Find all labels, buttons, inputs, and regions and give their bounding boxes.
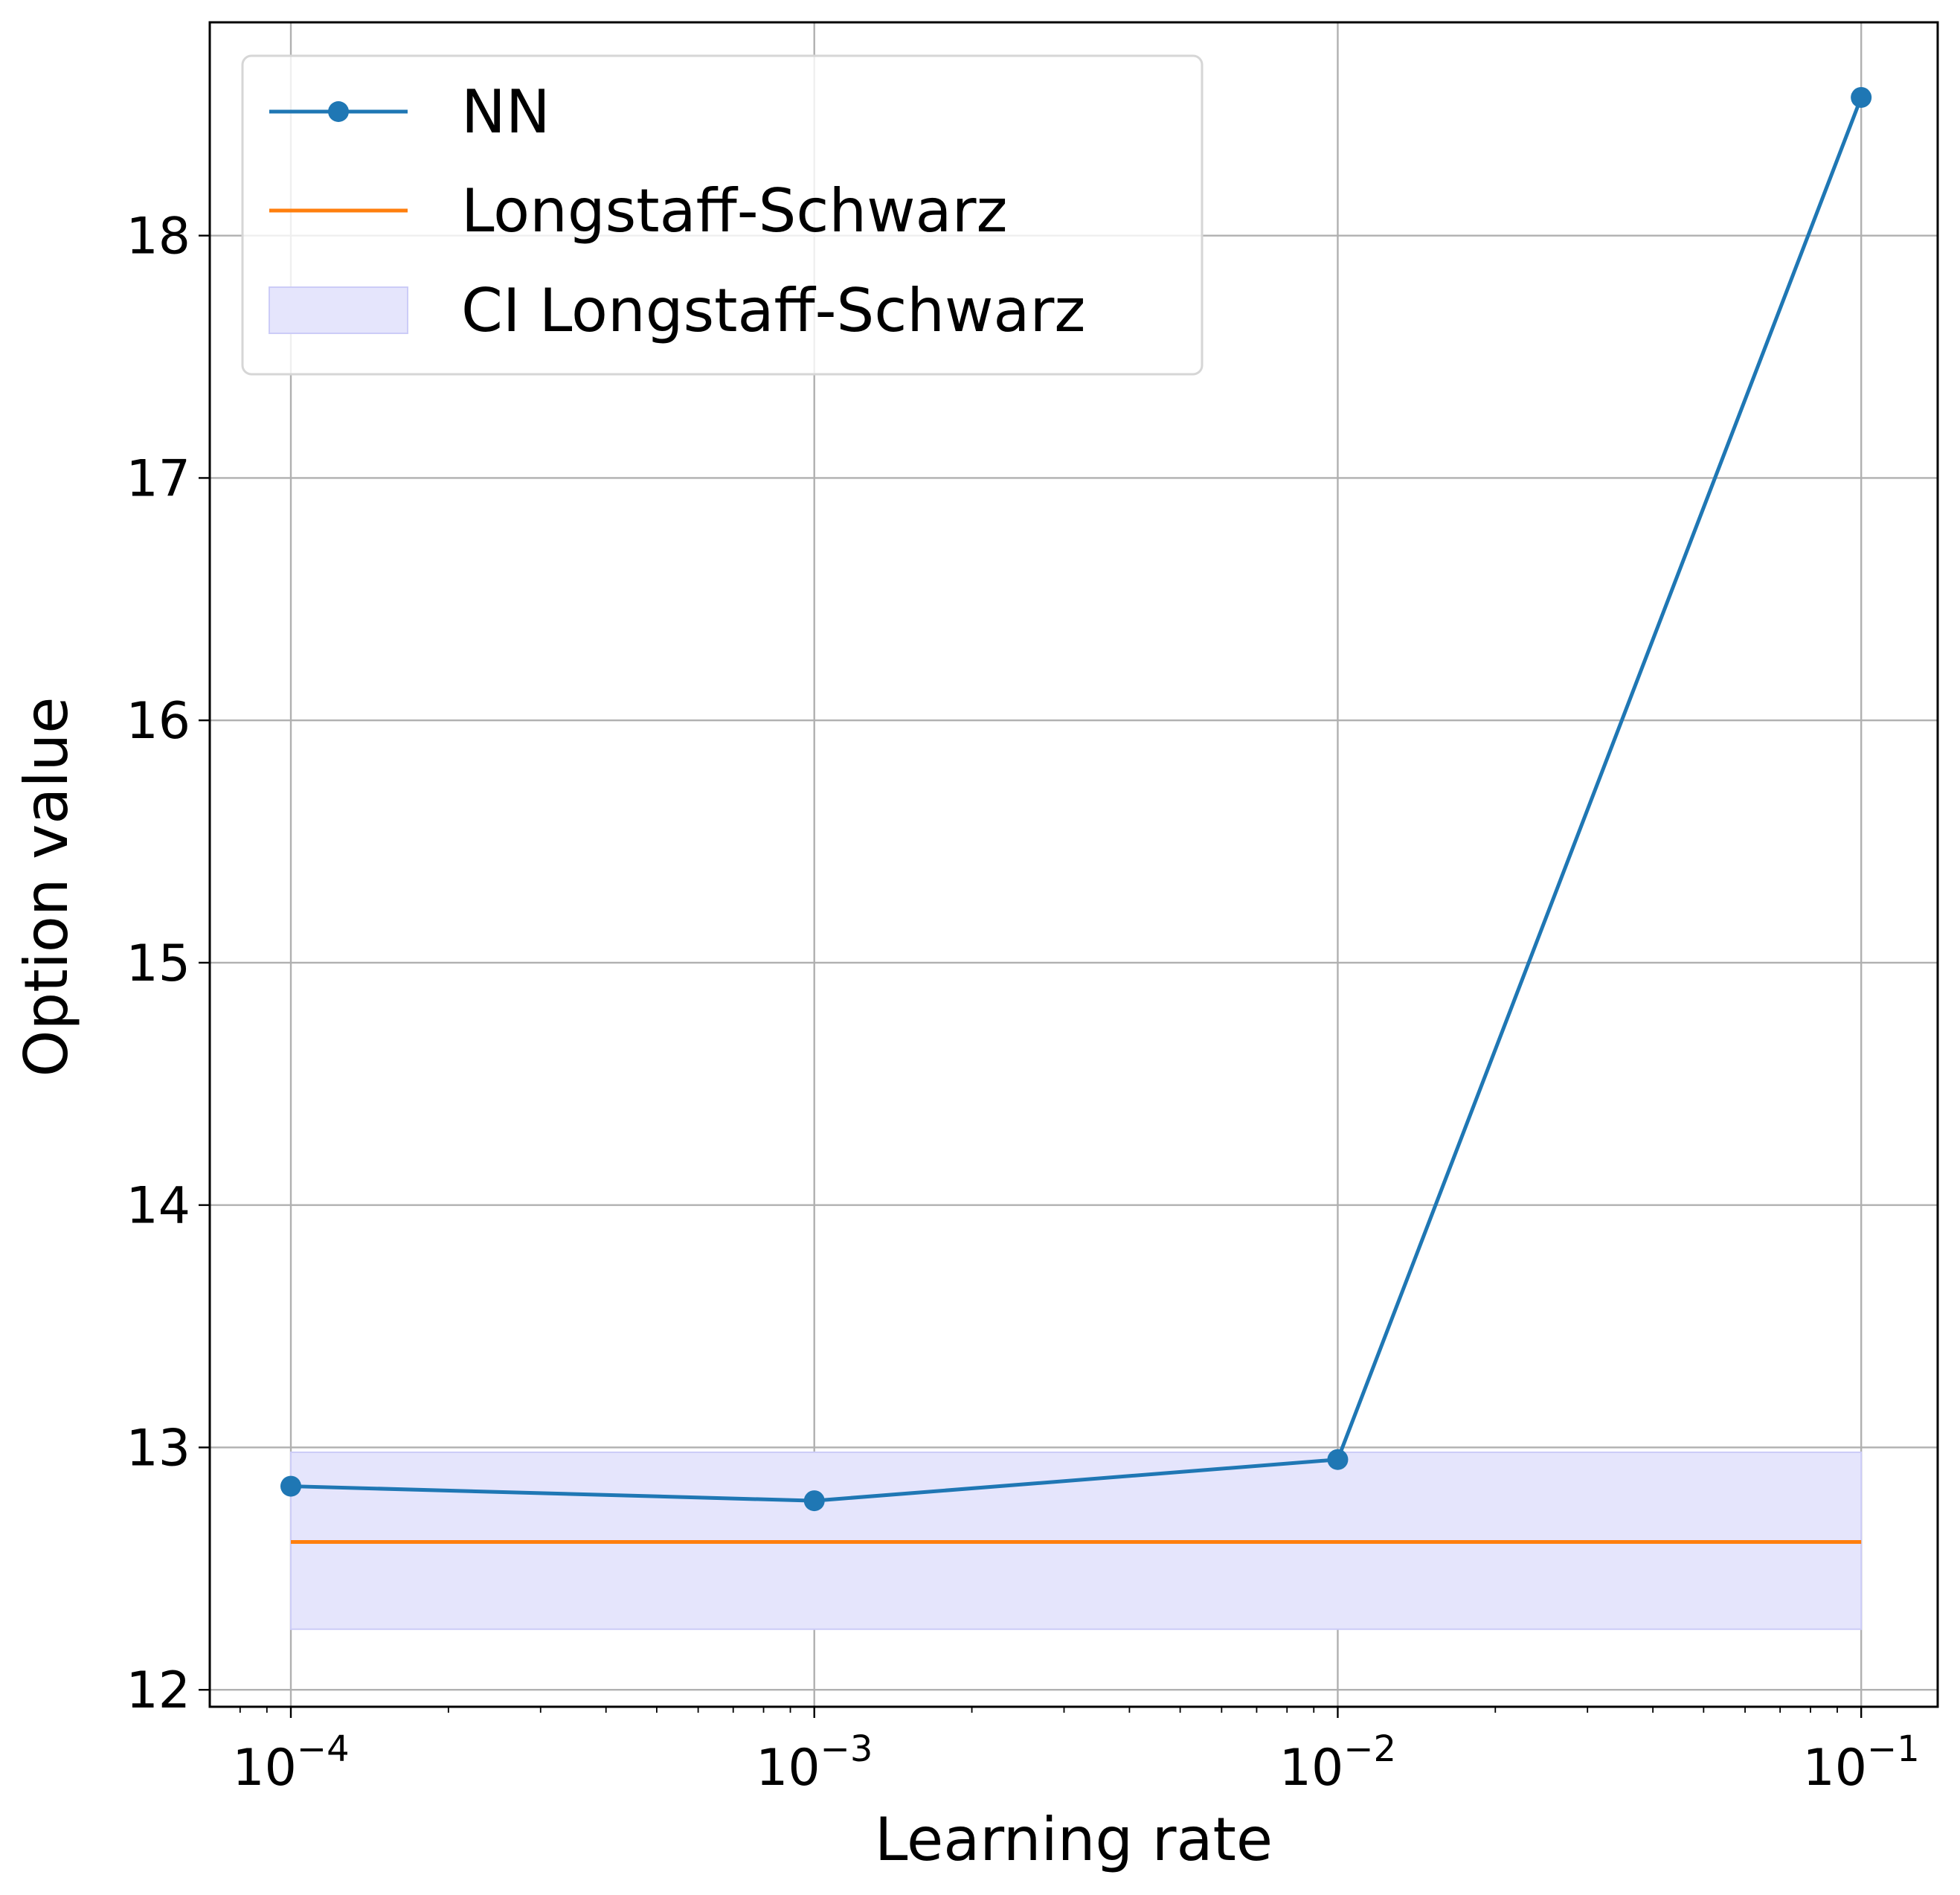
y-tick-label: 18 [126, 208, 190, 266]
x-tick-label: 10−1 [1803, 1728, 1920, 1798]
legend-nn-marker [328, 101, 349, 122]
legend: NN Longstaff-Schwarz CI Longstaff-Schwarz [241, 54, 1204, 376]
legend-label: CI Longstaff-Schwarz [461, 276, 1085, 345]
legend-box [241, 54, 1204, 376]
nn-point [280, 1475, 302, 1497]
x-tick-label: 10−4 [232, 1728, 349, 1798]
nn-line [290, 97, 1863, 1503]
y-tick-label: 14 [126, 1177, 190, 1236]
x-axis-label: Learning rate [875, 1805, 1273, 1874]
nn-point [803, 1490, 825, 1512]
y-axis-label: Option value [12, 697, 81, 1077]
y-tick-label: 15 [126, 934, 190, 993]
y-tick-label: 16 [126, 692, 190, 751]
series-layer [280, 86, 1872, 1544]
axis-ticks: 10−4 10−3 10−2 10−1 12 13 14 15 16 17 18 [126, 208, 1919, 1798]
legend-label: NN [461, 77, 550, 147]
y-tick-label: 13 [126, 1419, 190, 1478]
legend-label: Longstaff-Schwarz [461, 176, 1007, 246]
y-tick-label: 12 [126, 1661, 190, 1720]
nn-point [1851, 86, 1872, 108]
nn-point [1327, 1449, 1349, 1470]
x-tick-label: 10−3 [756, 1728, 873, 1798]
legend-ci-swatch [269, 286, 408, 334]
x-tick-label: 10−2 [1279, 1728, 1396, 1798]
plot-frame [208, 21, 1939, 1708]
y-tick-label: 17 [126, 449, 190, 508]
